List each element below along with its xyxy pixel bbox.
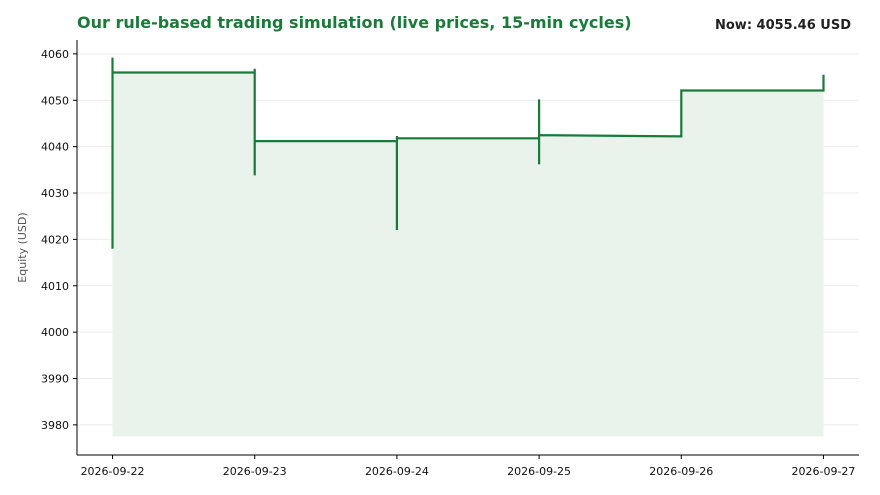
y-tick-label: 4040 (41, 141, 69, 154)
chart-title: Our rule-based trading simulation (live … (77, 13, 632, 32)
y-axis-ticks: 3980 3990 4000 4010 4020 4030 4040 4050 4060 (41, 48, 77, 432)
y-tick-label: 4060 (41, 48, 69, 61)
y-tick-label: 4020 (41, 233, 69, 246)
x-tick-label: 2026-09-26 (649, 465, 713, 478)
y-tick-label: 3980 (41, 419, 69, 432)
axes (76, 40, 859, 456)
equity-line (111, 57, 825, 249)
y-tick-label: 4030 (41, 187, 69, 200)
x-tick-label: 2026-09-23 (223, 465, 287, 478)
y-tick-label: 3990 (41, 372, 69, 385)
y-tick-label: 4050 (41, 94, 69, 107)
x-tick-label: 2026-09-27 (791, 465, 855, 478)
x-tick-label: 2026-09-22 (81, 465, 145, 478)
y-tick-label: 4000 (41, 326, 69, 339)
y-tick-label: 4010 (41, 280, 69, 293)
x-tick-label: 2026-09-24 (365, 465, 429, 478)
equity-area-fill (112, 57, 824, 437)
current-equity-label: Now: 4055.46 USD (715, 18, 851, 33)
x-tick-label: 2026-09-25 (507, 465, 571, 478)
y-axis-label: Equity (USD) (16, 212, 29, 282)
x-axis-ticks: 2026-09-22 2026-09-23 2026-09-24 2026-09-25… (81, 455, 855, 478)
